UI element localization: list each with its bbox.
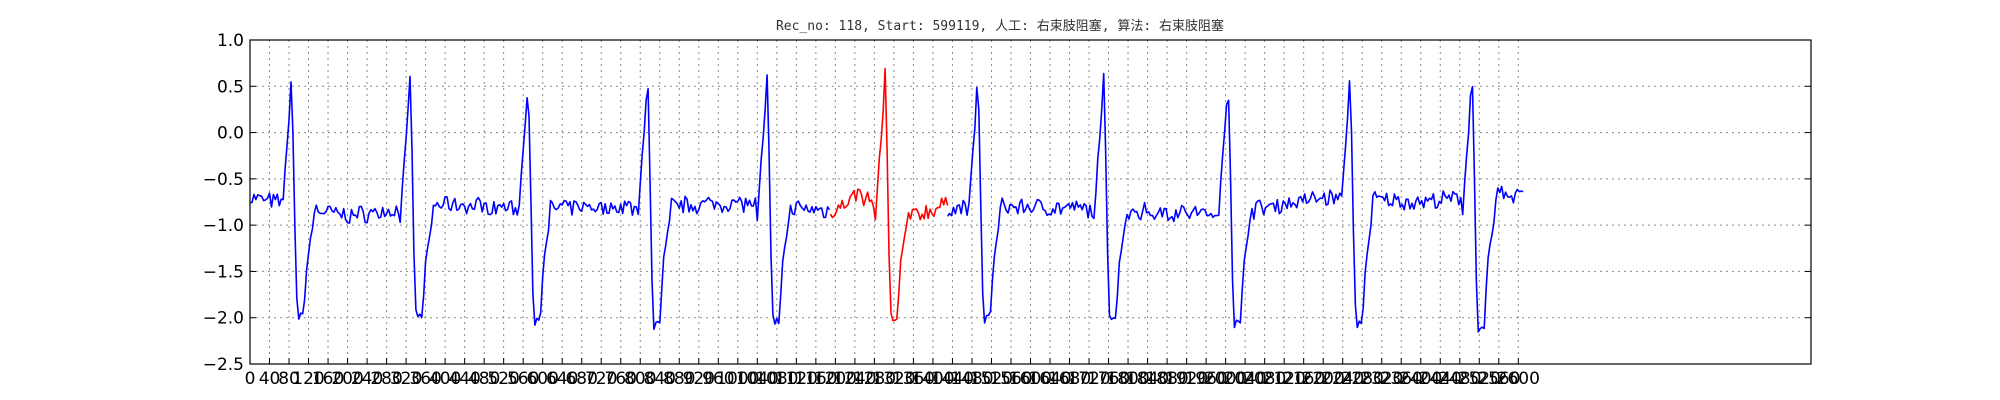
x-tick-label: 40: [259, 369, 281, 389]
x-tick-label: 1840: [1126, 369, 1169, 389]
x-tick-label: 1160: [794, 369, 837, 389]
x-tick-label: 960: [702, 369, 734, 389]
y-axis: 1.0 0.5 0.0 −0.5 −1.0 −1.5 −2.0 −2.5: [203, 31, 1811, 375]
chart-title: Rec_no: 118, Start: 599119, 人工: 右束肢阻塞, 算…: [776, 18, 1224, 34]
ecg-series-line-3: [946, 72, 1524, 333]
x-axis: 0 408012016020024028032036040044048052056…: [245, 358, 1540, 389]
x-tick-label: 1240: [833, 369, 876, 389]
y-tick-label: −2.5: [203, 355, 244, 375]
x-tick-label: 1960: [1184, 369, 1227, 389]
x-tick-label: 1120: [775, 369, 818, 389]
x-tick-label: 2000: [1204, 369, 1247, 389]
y-tick-label: −2.0: [203, 309, 244, 329]
x-tick-label: 920: [683, 369, 715, 389]
x-tick-label: 1280: [853, 369, 896, 389]
y-tick-label: 0.5: [217, 77, 244, 97]
x-tick-label: 1560: [989, 369, 1032, 389]
y-tick-label: −1.5: [203, 262, 244, 282]
x-tick-label: 800: [624, 369, 656, 389]
series-layer: [249, 67, 1524, 333]
x-tick-label: 1400: [911, 369, 954, 389]
x-tick-label: 400: [429, 369, 461, 389]
ecg-series-line-1: [249, 74, 831, 331]
grid-layer: [250, 40, 1811, 364]
x-tick-label: 2560: [1477, 369, 1520, 389]
x-tick-label: 840: [644, 369, 676, 389]
x-tick-label: 1640: [1028, 369, 1071, 389]
x-tick-label: 1800: [1106, 369, 1149, 389]
x-tick-label: 2400: [1399, 369, 1442, 389]
x-tick-label: 1440: [931, 369, 974, 389]
x-tick-label: 240: [351, 369, 383, 389]
x-tick-label: 80: [278, 369, 300, 389]
x-tick-label: 2320: [1360, 369, 1403, 389]
x-tick-label: 1360: [892, 369, 935, 389]
ecg-series-line-2: [829, 67, 949, 322]
x-tick-label: 200: [331, 369, 363, 389]
x-tick-label: 2200: [1302, 369, 1345, 389]
x-tick-label: 320: [390, 369, 422, 389]
y-tick-label: 1.0: [217, 31, 244, 51]
x-tick-label: 2040: [1224, 369, 1267, 389]
x-tick-label: 480: [468, 369, 500, 389]
y-tick-label: −0.5: [203, 170, 244, 190]
x-tick-label: 2600: [1497, 369, 1540, 389]
x-tick-label: 1320: [872, 369, 915, 389]
x-tick-label: 2280: [1341, 369, 1384, 389]
x-tick-label: 2240: [1321, 369, 1364, 389]
x-tick-label: 0: [245, 369, 256, 389]
x-tick-label: 720: [585, 369, 617, 389]
x-tick-label: 2480: [1438, 369, 1481, 389]
x-tick-label: 1760: [1087, 369, 1130, 389]
x-tick-label: 1480: [950, 369, 993, 389]
x-tick-label: 640: [546, 369, 578, 389]
x-tick-label: 280: [370, 369, 402, 389]
x-tick-label: 760: [605, 369, 637, 389]
x-tick-label: 2440: [1419, 369, 1462, 389]
x-tick-label: 1680: [1048, 369, 1091, 389]
y-tick-label: −1.0: [203, 216, 244, 236]
x-tick-label: 600: [526, 369, 558, 389]
x-tick-label: 560: [507, 369, 539, 389]
x-tick-label: 2360: [1380, 369, 1423, 389]
x-tick-label: 880: [663, 369, 695, 389]
x-tick-label: 2520: [1458, 369, 1501, 389]
x-tick-label: 160: [312, 369, 344, 389]
x-tick-label: 1520: [970, 369, 1013, 389]
x-tick-label: 2160: [1282, 369, 1325, 389]
x-tick-label: 120: [292, 369, 324, 389]
x-tick-label: 1040: [736, 369, 779, 389]
x-tick-label: 440: [448, 369, 480, 389]
x-tick-label: 1200: [814, 369, 857, 389]
y-tick-label: 0.0: [217, 124, 244, 144]
x-tick-label: 2080: [1243, 369, 1286, 389]
x-tick-label: 2120: [1263, 369, 1306, 389]
x-tick-label: 1600: [1009, 369, 1052, 389]
x-tick-label: 1880: [1145, 369, 1188, 389]
x-tick-label: 1720: [1067, 369, 1110, 389]
x-tick-label: 1080: [755, 369, 798, 389]
x-tick-label: 680: [565, 369, 597, 389]
x-tick-label: 360: [409, 369, 441, 389]
x-tick-label: 1000: [716, 369, 759, 389]
x-tick-label: 520: [487, 369, 519, 389]
x-tick-label: 1920: [1165, 369, 1208, 389]
